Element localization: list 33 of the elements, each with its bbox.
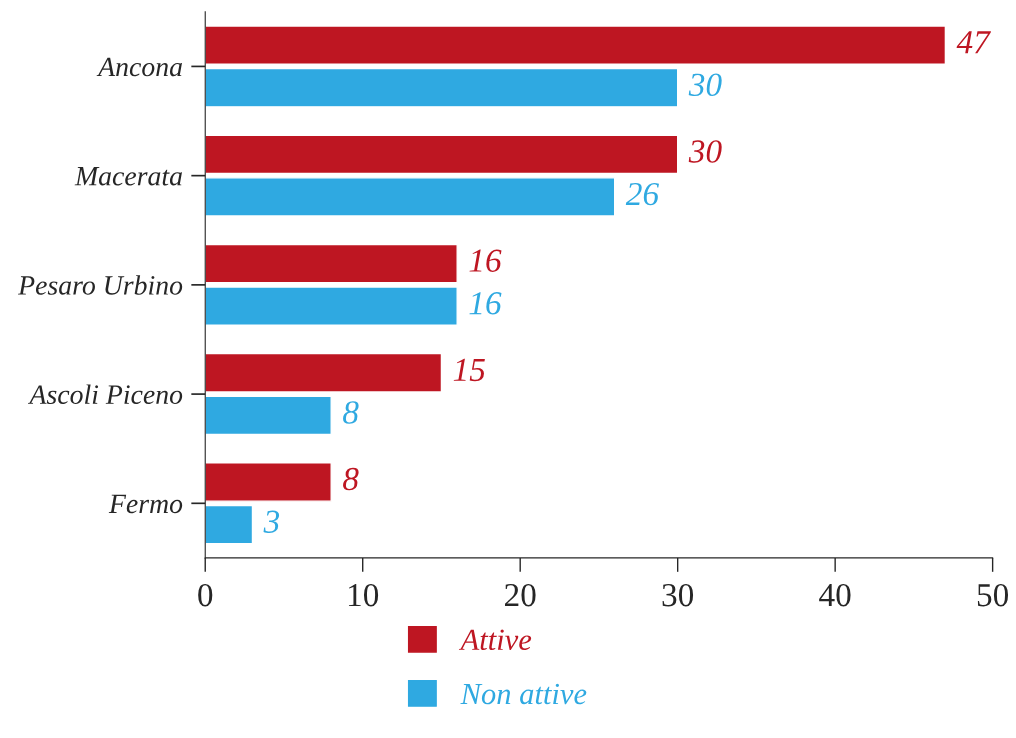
data-label: 8	[343, 467, 359, 491]
x-tick-label: 20	[504, 583, 536, 607]
x-tick-label: 40	[819, 583, 851, 607]
y-tick-label: Ancona	[96, 57, 182, 77]
y-tick-label: Pesaro Urbino	[18, 275, 183, 295]
bar	[205, 395, 332, 436]
bar	[205, 462, 332, 502]
data-label: 3	[263, 510, 280, 533]
data-label: 15	[453, 358, 485, 382]
x-tick-label: 30	[662, 583, 694, 607]
bar	[205, 134, 679, 175]
bar	[205, 243, 458, 284]
bar	[205, 504, 254, 545]
x-tick-label: 10	[348, 583, 379, 607]
data-label: 47	[956, 31, 991, 54]
data-label: 16	[469, 292, 502, 315]
y-tick-label: Macerata	[74, 167, 182, 186]
x-tick-label: 50	[977, 583, 1009, 607]
x-tick-label: 0	[198, 583, 213, 607]
legend-label: Non attive	[460, 683, 587, 705]
legend-label: Attive	[458, 629, 532, 651]
data-label: 30	[688, 140, 722, 163]
y-tick-label: Ascoli Piceno	[27, 384, 183, 404]
bar	[205, 177, 616, 217]
y-tick-label: Fermo	[108, 494, 183, 514]
data-label: 30	[688, 73, 722, 97]
bar	[205, 286, 458, 326]
data-label: 16	[469, 249, 502, 272]
data-label: 8	[343, 401, 359, 424]
bar	[205, 25, 947, 65]
data-label: 26	[625, 182, 659, 206]
bar	[205, 67, 679, 108]
bar	[205, 352, 443, 393]
